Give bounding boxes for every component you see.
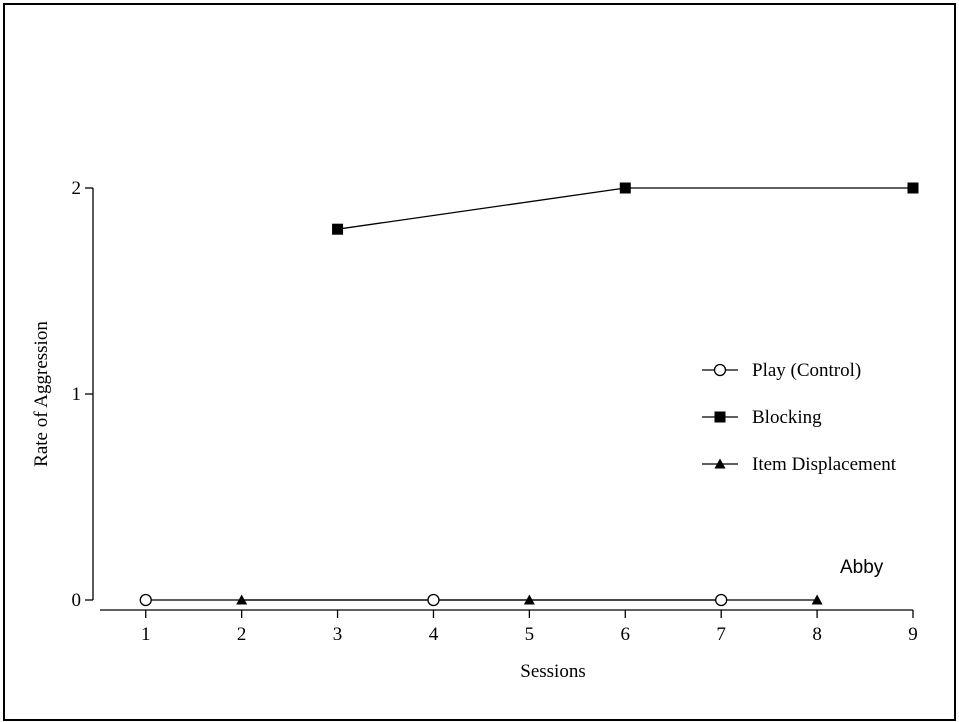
data-point (907, 182, 919, 194)
series-layer (139, 182, 919, 607)
y-tick-label: 2 (72, 178, 82, 199)
legend-label: Blocking (752, 407, 822, 428)
x-tick-label: 7 (716, 624, 726, 645)
legend-item: Item Displacement (702, 454, 897, 475)
y-axis-label: Rate of Aggression (31, 321, 52, 467)
axes (92, 188, 913, 611)
data-point (236, 594, 248, 605)
x-tick-label: 1 (141, 624, 151, 645)
x-tick-label: 6 (621, 624, 631, 645)
y-tick-label: 1 (72, 384, 82, 405)
x-tick-label: 8 (812, 624, 822, 645)
x-tick-label: 9 (908, 624, 918, 645)
subject-annotation: Abby (840, 557, 884, 578)
x-tick-label: 2 (237, 624, 247, 645)
data-point (427, 593, 440, 607)
x-tick-label: 4 (429, 624, 439, 645)
legend-item: Blocking (702, 407, 822, 428)
data-point (332, 223, 344, 235)
series-line (337, 187, 913, 230)
data-point (139, 593, 152, 607)
legend-item: Play (Control) (702, 360, 861, 381)
legend-marker (714, 411, 726, 423)
x-axis-label: Sessions (520, 661, 585, 682)
x-tick-label: 3 (333, 624, 343, 645)
data-point (523, 594, 535, 605)
legend-label: Item Displacement (752, 454, 897, 475)
y-tick-label: 0 (72, 590, 82, 611)
y-ticks: 0 1 2 (72, 178, 93, 611)
legend-label: Play (Control) (752, 360, 861, 381)
legend-marker (714, 458, 726, 469)
series-blocking (337, 187, 913, 230)
data-point (715, 593, 728, 607)
x-ticks: 1 2 3 4 5 6 7 8 9 (141, 610, 918, 645)
x-tick-label: 5 (525, 624, 535, 645)
data-point (811, 594, 823, 605)
data-point (619, 182, 631, 194)
legend: Play (Control) Blocking Item Displacement (702, 360, 897, 475)
legend-marker (713, 363, 727, 377)
chart-frame (3, 3, 956, 721)
